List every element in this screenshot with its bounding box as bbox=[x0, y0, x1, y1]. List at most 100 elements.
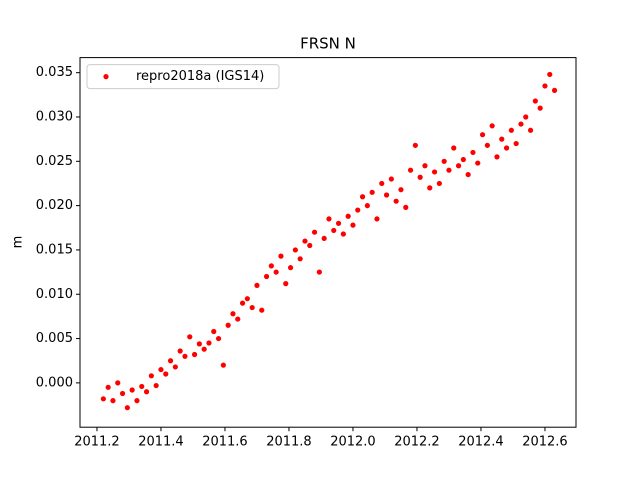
data-point bbox=[167, 358, 174, 364]
legend-label: repro2018a (IGS14) bbox=[136, 69, 264, 84]
data-point bbox=[455, 163, 462, 169]
data-point bbox=[355, 207, 361, 213]
y-tick-label: 0.015 bbox=[36, 242, 73, 257]
data-point bbox=[523, 114, 529, 120]
data-point bbox=[134, 398, 140, 404]
x-tick-label: 2011.4 bbox=[138, 435, 184, 450]
y-tick-label: 0.025 bbox=[36, 154, 73, 169]
data-point bbox=[124, 405, 130, 411]
data-point bbox=[239, 300, 246, 306]
data-point bbox=[470, 149, 476, 156]
data-point bbox=[115, 380, 121, 386]
plot-frame bbox=[79, 57, 577, 428]
data-point bbox=[326, 216, 332, 222]
data-point bbox=[307, 242, 313, 249]
data-point bbox=[374, 216, 380, 222]
data-point bbox=[551, 87, 558, 93]
data-point bbox=[211, 328, 217, 335]
x-tick-label: 2012.4 bbox=[458, 435, 504, 450]
data-point bbox=[369, 189, 375, 195]
y-tick-label: 0.010 bbox=[36, 287, 73, 302]
y-tick-label: 0.030 bbox=[36, 109, 73, 124]
data-point bbox=[513, 140, 519, 147]
x-tick-label: 2011.8 bbox=[266, 435, 312, 450]
data-point bbox=[273, 269, 279, 275]
data-point bbox=[407, 167, 414, 173]
data-point bbox=[182, 353, 188, 359]
data-point bbox=[153, 382, 159, 389]
data-point bbox=[201, 346, 207, 352]
data-point bbox=[158, 366, 164, 373]
data-point bbox=[172, 364, 178, 370]
legend-marker bbox=[103, 74, 109, 80]
data-point bbox=[350, 222, 356, 228]
data-point bbox=[489, 123, 495, 129]
data-point bbox=[187, 334, 193, 340]
data-point bbox=[479, 132, 486, 138]
y-tick-label: 0.020 bbox=[36, 198, 73, 213]
data-point bbox=[331, 227, 337, 234]
data-point bbox=[475, 160, 481, 166]
data-point bbox=[220, 362, 226, 368]
data-point bbox=[283, 281, 289, 287]
data-point bbox=[163, 371, 169, 377]
data-point bbox=[532, 98, 538, 104]
chart-title: FRSN N bbox=[300, 35, 356, 53]
data-point bbox=[345, 213, 351, 219]
data-point bbox=[436, 180, 442, 187]
data-point bbox=[100, 396, 106, 402]
data-point bbox=[388, 176, 394, 182]
data-point bbox=[244, 296, 250, 302]
data-point bbox=[143, 389, 150, 395]
data-point bbox=[230, 311, 236, 317]
y-tick-label: 0.000 bbox=[36, 375, 73, 390]
data-point bbox=[451, 145, 457, 151]
x-tick-label: 2012.0 bbox=[330, 435, 376, 450]
data-point bbox=[446, 167, 452, 173]
data-point bbox=[148, 373, 154, 379]
data-point bbox=[537, 105, 543, 111]
data-point bbox=[177, 348, 183, 354]
x-tick-label: 2012.2 bbox=[394, 435, 440, 450]
data-point bbox=[225, 322, 231, 328]
data-point bbox=[263, 273, 270, 280]
data-point bbox=[254, 282, 260, 288]
data-point bbox=[499, 136, 505, 142]
data-point bbox=[340, 231, 346, 237]
data-point bbox=[206, 340, 212, 346]
y-tick-label: 0.035 bbox=[36, 65, 73, 80]
data-point bbox=[460, 156, 466, 163]
y-tick-label: 0.005 bbox=[36, 331, 73, 346]
data-point bbox=[422, 163, 428, 169]
data-point bbox=[297, 256, 303, 262]
data-point bbox=[321, 235, 327, 242]
data-point bbox=[105, 384, 111, 390]
data-point bbox=[503, 145, 510, 151]
data-point bbox=[364, 203, 370, 209]
data-point bbox=[417, 174, 423, 180]
data-point bbox=[465, 171, 471, 178]
data-point bbox=[287, 265, 294, 271]
y-axis-label: m bbox=[11, 236, 26, 249]
data-point bbox=[527, 127, 534, 133]
data-point bbox=[259, 307, 265, 313]
data-point bbox=[403, 204, 409, 210]
data-point bbox=[427, 185, 433, 191]
data-point bbox=[393, 198, 399, 204]
data-point bbox=[383, 192, 390, 198]
data-point bbox=[484, 142, 490, 148]
data-point bbox=[379, 180, 385, 187]
data-point bbox=[412, 142, 418, 148]
data-point bbox=[508, 127, 514, 133]
data-point bbox=[311, 229, 318, 235]
data-point bbox=[215, 335, 222, 342]
x-tick-label: 2011.2 bbox=[74, 435, 120, 450]
data-point bbox=[441, 158, 447, 164]
data-point bbox=[119, 390, 126, 397]
data-point bbox=[302, 238, 308, 244]
data-point bbox=[129, 387, 135, 393]
data-point bbox=[292, 247, 298, 253]
data-point bbox=[249, 304, 255, 311]
data-point bbox=[110, 398, 116, 404]
